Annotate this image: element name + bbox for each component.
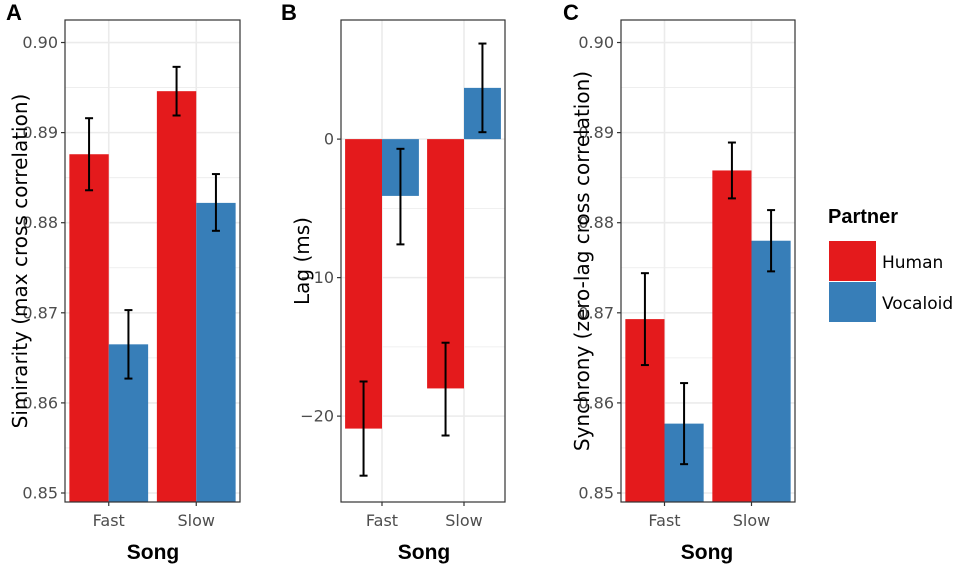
panel-a: 0.85 0.86 0.87 0.88 0.89 0.90 Fast Slow Song Simi… [6,0,241,564]
y-tick-label: 0.90 [578,33,614,52]
error-bar-human-fast [359,380,368,477]
y-axis-title: Simirarity (max cross correlation) [8,94,32,429]
error-bar-vocaloid-slow [211,173,220,232]
x-tick-label-slow: Slow [445,511,482,530]
panel-letter: B [281,0,297,25]
x-tick-label-fast: Fast [366,511,398,530]
x-tick-label-fast: Fast [93,511,125,530]
y-tick-label: 0.85 [578,483,614,502]
x-axis-title: Song [127,541,180,564]
y-tick-label: 0.87 [22,303,58,322]
error-bar-vocaloid-fast [396,147,405,246]
panel-border [340,19,506,503]
y-tick-label: 0.89 [22,123,58,142]
y-tick-label: 0.88 [578,213,614,232]
x-axis-title: Song [398,541,451,564]
error-bar-vocaloid-slow [767,209,776,273]
x-tick-label-slow: Slow [178,511,215,530]
bar-human-fast [69,154,109,502]
y-tick-label: 0.87 [578,303,614,322]
panel-b: −20 −10 0 Fast Slow Song Lag (ms) B [281,0,506,564]
x-axis-title: Song [681,541,734,564]
y-tick-label: −10 [300,268,334,287]
error-bar-vocaloid-slow [478,42,487,134]
error-bar-vocaloid-fast [124,309,133,380]
bar-vocaloid-slow [196,202,236,503]
error-bar-human-fast [85,117,94,192]
y-tick-label: 0.90 [22,33,58,52]
legend-label-human: Human [882,253,943,273]
legend-swatch-human [829,241,876,281]
x-tick-label-fast: Fast [648,511,680,530]
bar-human-slow [156,91,197,502]
error-bar-human-fast [640,272,649,367]
panel-letter: C [563,0,579,25]
y-axis-title: Synchrony (zero-lag cross correlation) [570,71,594,451]
panel-border [620,19,796,503]
y-tick-label: 0.86 [22,393,58,412]
error-bar-vocaloid-fast [680,382,689,466]
error-bar-human-slow [441,341,450,437]
y-tick-label: 0.88 [22,213,58,232]
legend-swatch-vocaloid [829,282,876,322]
legend-title: Partner [828,206,898,228]
error-bar-human-slow [172,65,181,117]
bar-human-slow [712,170,752,503]
panel-letter: A [6,0,22,25]
y-tick-label: 0 [324,130,334,149]
bar-vocaloid-slow [751,240,791,502]
panel-border [64,19,241,503]
x-tick-label-slow: Slow [733,511,770,530]
legend-label-vocaloid: Vocaloid [882,294,953,314]
y-tick-label: 0.89 [578,123,614,142]
legend: Partner Human Vocaloid [828,206,953,322]
panel-c: 0.85 0.86 0.87 0.88 0.89 0.90 Fast Slow Song Sync… [563,0,796,564]
y-tick-label: 0.85 [22,483,58,502]
y-tick-label: −20 [300,407,334,426]
error-bar-human-slow [727,141,736,200]
y-tick-label: 0.86 [578,393,614,412]
y-axis-title: Lag (ms) [290,217,314,305]
bar-human-fast [345,139,382,429]
